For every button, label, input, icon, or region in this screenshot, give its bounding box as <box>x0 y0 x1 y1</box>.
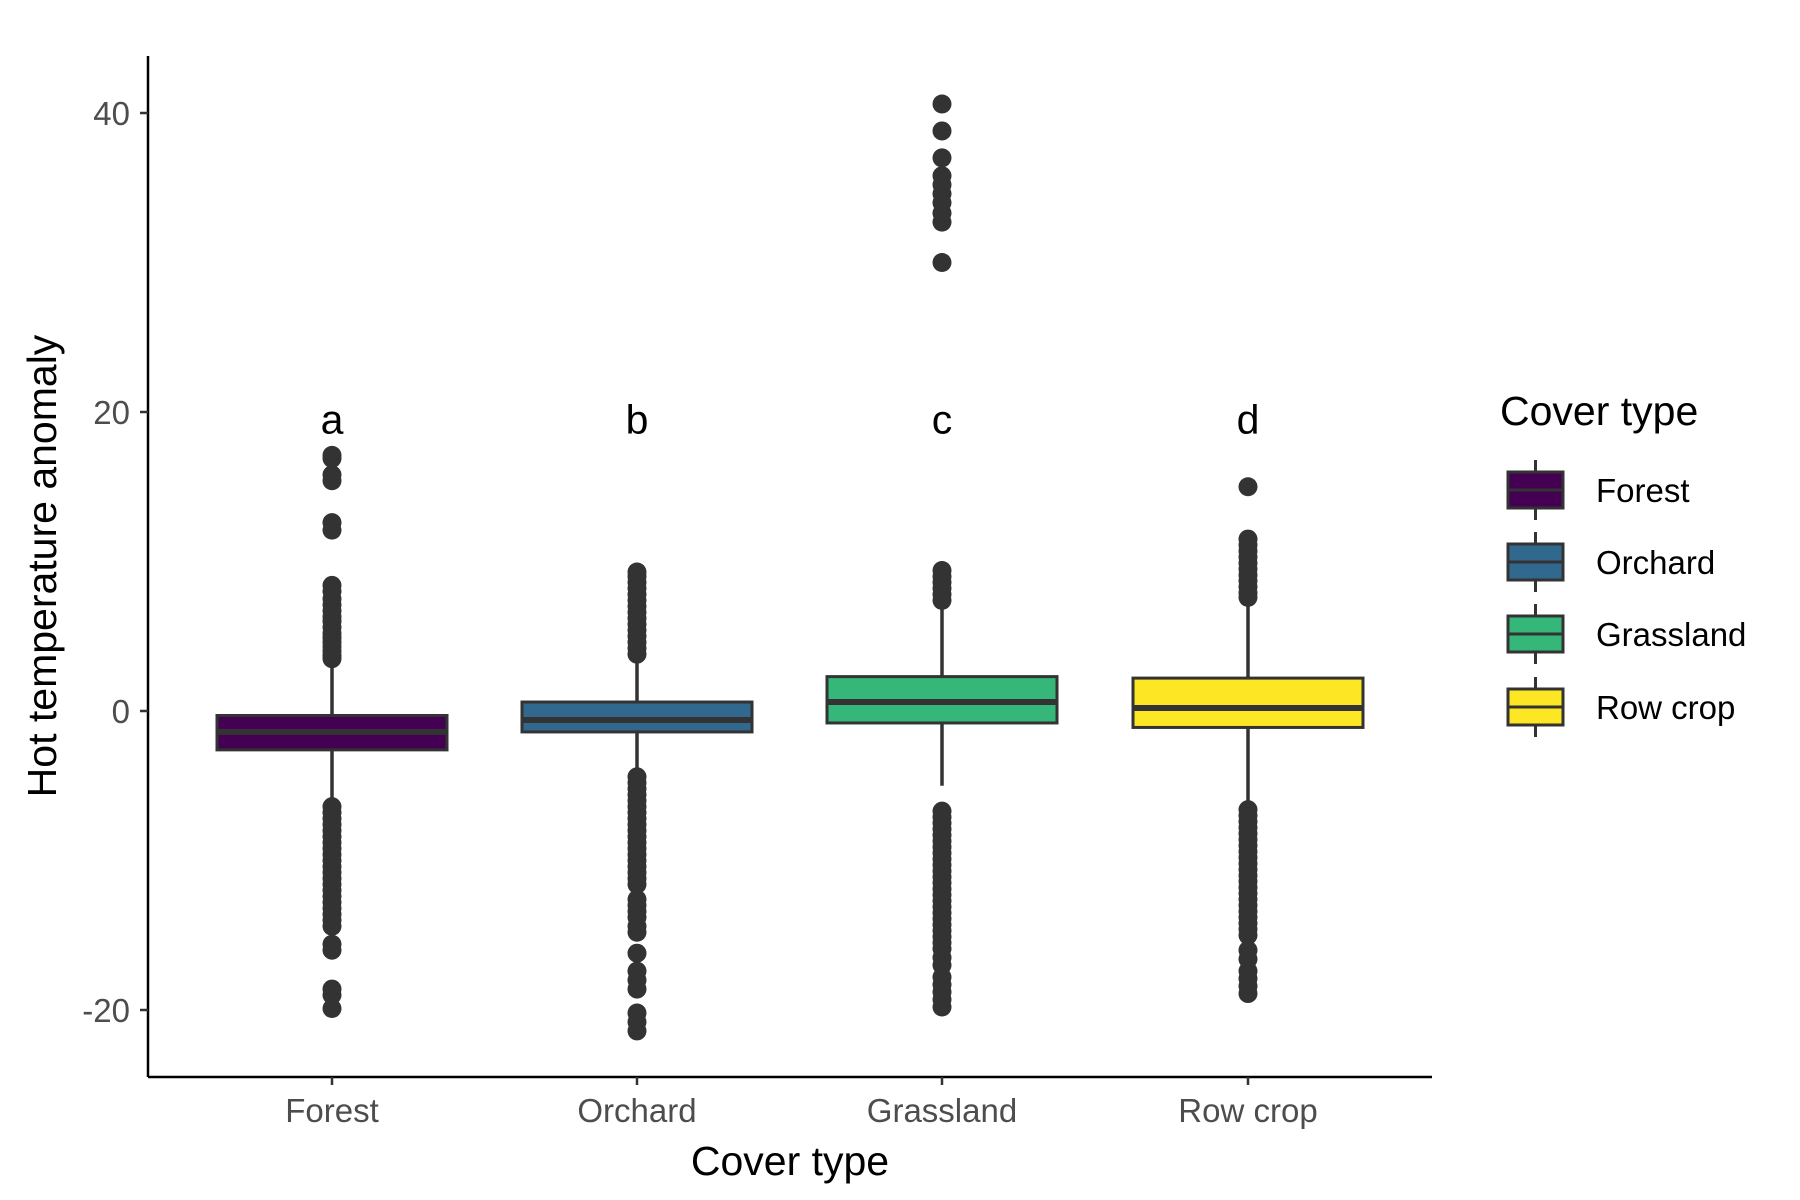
x-tick-label: Grassland <box>867 1092 1017 1129</box>
y-tick-label: -20 <box>82 992 130 1029</box>
outlier-point <box>932 997 952 1017</box>
box-group-row-crop: d <box>1131 396 1365 1004</box>
outlier-point <box>1238 925 1258 945</box>
outlier-point <box>627 979 647 999</box>
x-axis-title: Cover type <box>691 1138 889 1184</box>
legend-title: Cover type <box>1500 388 1698 434</box>
legend-key <box>1506 532 1565 592</box>
y-tick-label: 20 <box>93 394 130 431</box>
legend-item-orchard: Orchard <box>1506 532 1715 592</box>
legend-label: Grassland <box>1596 616 1746 653</box>
x-tick-label: Orchard <box>577 1092 696 1129</box>
significance-letter: d <box>1237 396 1260 442</box>
outlier-point <box>932 212 952 232</box>
legend-key <box>1506 460 1565 520</box>
box-group-orchard: b <box>520 396 754 1041</box>
outlier-point <box>322 471 342 491</box>
box-group-grassland: c <box>825 94 1059 1017</box>
plot-area: a b c d <box>215 94 1365 1041</box>
legend-label: Forest <box>1596 472 1690 509</box>
outlier-point <box>932 148 952 168</box>
significance-letter: c <box>932 396 953 442</box>
outlier-point <box>322 649 342 669</box>
significance-letter: b <box>626 396 649 442</box>
outlier-point <box>932 253 952 272</box>
outlier-point <box>627 922 647 942</box>
y-tick-label: 40 <box>93 95 130 132</box>
outlier-point <box>322 520 342 540</box>
outlier-point <box>627 874 647 894</box>
outlier-point <box>932 94 952 114</box>
outlier-point <box>627 1021 647 1041</box>
legend-item-forest: Forest <box>1506 460 1690 520</box>
outlier-point <box>932 590 952 610</box>
outlier-point <box>932 121 952 141</box>
outlier-point <box>627 644 647 664</box>
legend: Cover type Forest Orchard Grassland Row cro… <box>1500 388 1746 737</box>
significance-letter: a <box>321 396 344 442</box>
outlier-point <box>322 916 342 936</box>
x-tick-label: Forest <box>285 1092 379 1129</box>
outlier-point <box>322 999 342 1019</box>
box-group-forest: a <box>215 396 449 1019</box>
y-tick-label: 0 <box>112 693 130 730</box>
legend-key <box>1506 677 1565 737</box>
axis-ticks: -20 0 20 40 Forest Orchard Grassland Row crop <box>82 95 1317 1129</box>
y-axis-title: Hot temperature anomaly <box>19 334 65 797</box>
legend-item-row-crop: Row crop <box>1506 677 1735 737</box>
x-tick-label: Row crop <box>1178 1092 1317 1129</box>
outlier-point <box>1238 587 1258 607</box>
outlier-point <box>1238 477 1258 497</box>
outlier-point <box>322 448 342 468</box>
outlier-point <box>322 940 342 960</box>
box-iqr <box>1131 676 1365 729</box>
legend-item-grassland: Grassland <box>1506 604 1746 664</box>
outlier-point <box>322 985 342 1005</box>
outlier-point <box>627 943 647 963</box>
outlier-point <box>1238 984 1258 1004</box>
legend-label: Orchard <box>1596 544 1715 581</box>
legend-key <box>1506 604 1565 664</box>
legend-label: Row crop <box>1596 689 1735 726</box>
